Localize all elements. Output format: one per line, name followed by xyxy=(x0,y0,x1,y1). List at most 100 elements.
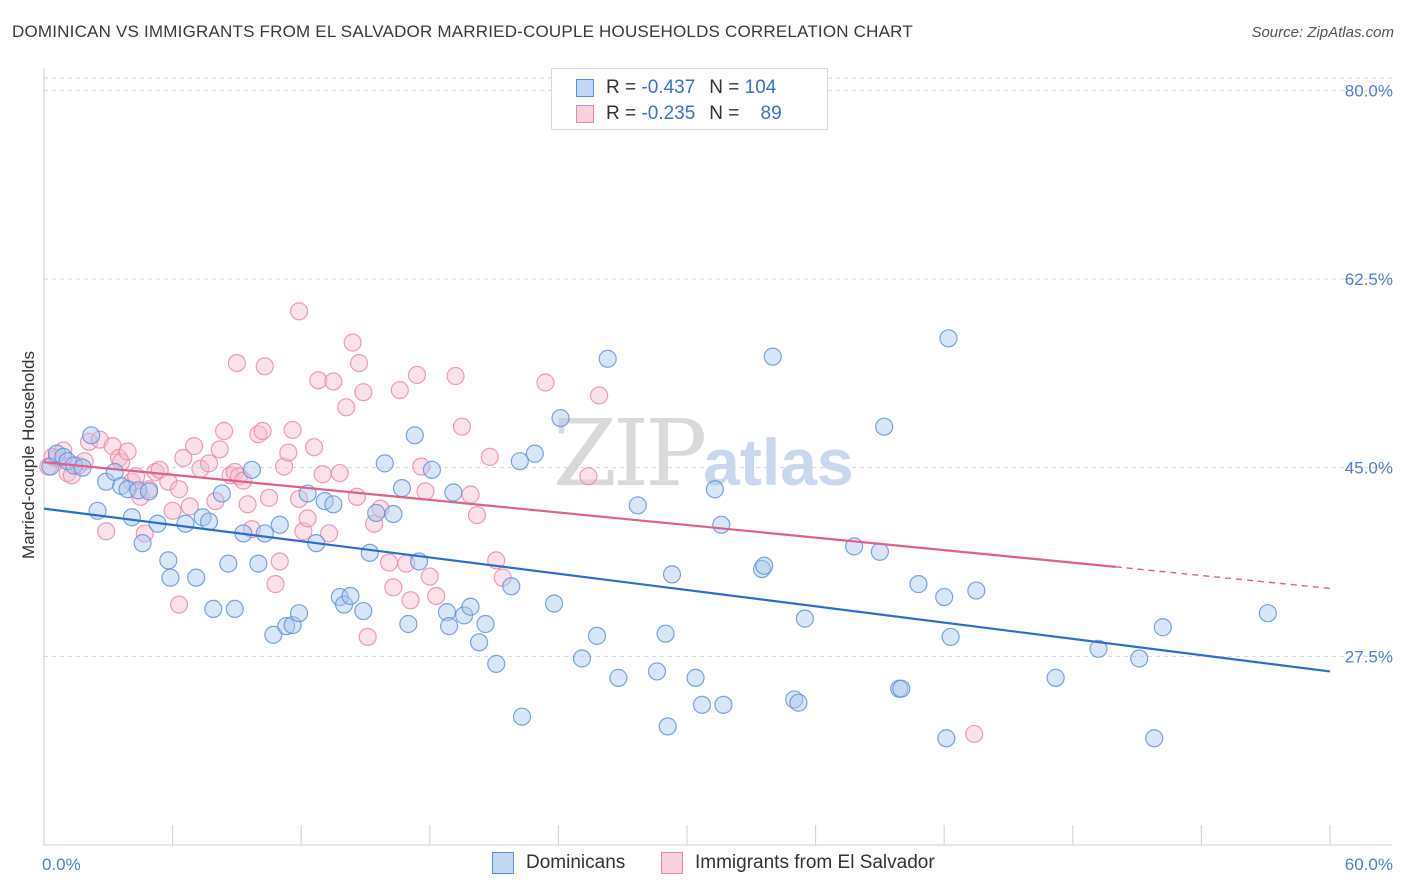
point-dominicans xyxy=(598,349,617,368)
point-dominicans xyxy=(892,679,911,698)
point-dominicans xyxy=(82,426,101,445)
point-el-salvador xyxy=(420,567,439,586)
y-axis-title: Married-couple Households xyxy=(19,351,38,559)
point-dominicans xyxy=(212,484,231,503)
point-el-salvador xyxy=(180,497,199,516)
point-el-salvador xyxy=(270,552,289,571)
point-el-salvador xyxy=(337,398,356,417)
legend-r-value: -0.235 xyxy=(641,103,696,124)
legend-swatch-blue xyxy=(576,79,594,97)
point-dominicans xyxy=(1130,649,1149,668)
point-dominicans xyxy=(122,508,141,527)
point-el-salvador xyxy=(169,595,189,614)
point-el-salvador xyxy=(412,457,431,476)
point-dominicans xyxy=(133,534,152,553)
point-dominicans xyxy=(1145,729,1164,748)
y-tick-label: 45.0% xyxy=(1345,459,1393,478)
point-dominicans xyxy=(941,627,960,647)
point-dominicans xyxy=(1046,668,1065,687)
point-el-salvador xyxy=(97,522,116,541)
point-dominicans xyxy=(587,626,607,645)
point-el-salvador xyxy=(319,524,339,543)
point-dominicans xyxy=(512,707,532,726)
point-dominicans xyxy=(789,693,808,712)
point-el-salvador xyxy=(467,506,487,525)
point-el-salvador xyxy=(313,465,332,484)
y-tick-label: 27.5% xyxy=(1345,647,1393,666)
point-el-salvador xyxy=(214,421,234,441)
legend-n-value: 104 xyxy=(744,77,777,98)
point-el-salvador xyxy=(169,480,189,499)
point-dominicans xyxy=(341,586,360,606)
point-dominicans xyxy=(937,729,956,748)
x-tick-label: 0.0% xyxy=(42,855,81,874)
point-dominicans xyxy=(1153,618,1172,637)
trendline-el-salvador-extension xyxy=(1115,566,1331,590)
point-el-salvador xyxy=(347,487,367,506)
legend-item-dominicans[interactable]: Dominicans xyxy=(492,852,625,874)
point-dominicans xyxy=(712,515,731,534)
point-dominicans xyxy=(439,617,459,636)
point-dominicans xyxy=(255,524,274,543)
point-el-salvador xyxy=(427,586,446,606)
point-el-salvador xyxy=(480,447,499,466)
point-dominicans xyxy=(686,668,705,687)
point-dominicans xyxy=(656,624,675,643)
x-tick-label: 60.0% xyxy=(1345,855,1393,874)
point-dominicans xyxy=(502,577,521,596)
point-el-salvador xyxy=(452,417,472,436)
point-el-salvador xyxy=(118,442,137,461)
point-dominicans xyxy=(399,614,418,634)
legend-swatch-pink xyxy=(661,852,683,874)
point-dominicans xyxy=(204,599,223,619)
point-el-salvador xyxy=(364,514,384,533)
point-el-salvador xyxy=(283,420,302,440)
point-dominicans xyxy=(647,662,667,681)
legend-row-dominicans: R = -0.437 N = 104 xyxy=(576,77,776,99)
legend-n-value: 89 xyxy=(760,103,782,124)
y-tick-label: 62.5% xyxy=(1345,270,1393,289)
point-dominicans xyxy=(461,597,480,616)
point-dominicans xyxy=(375,454,394,473)
point-el-salvador xyxy=(536,373,555,392)
point-el-salvador xyxy=(199,454,219,473)
point-dominicans xyxy=(795,609,814,628)
point-dominicans xyxy=(1258,604,1277,623)
point-dominicans xyxy=(187,568,206,587)
legend-label-el-salvador: Immigrants from El Salvador xyxy=(695,852,935,873)
point-el-salvador xyxy=(184,437,204,456)
point-el-salvador xyxy=(289,302,309,321)
legend-item-el-salvador[interactable]: Immigrants from El Salvador xyxy=(661,852,935,874)
legend-n-label: N = xyxy=(709,103,740,124)
point-dominicans xyxy=(289,604,309,623)
point-dominicans xyxy=(367,503,386,523)
point-el-salvador xyxy=(259,488,279,507)
point-dominicans xyxy=(870,542,890,561)
point-dominicans xyxy=(875,417,894,436)
point-el-salvador xyxy=(390,380,409,400)
trendline-dominicans xyxy=(43,507,1331,673)
point-dominicans xyxy=(422,460,442,479)
point-dominicans xyxy=(510,452,529,471)
point-dominicans xyxy=(242,460,262,479)
point-dominicans xyxy=(277,617,296,636)
point-dominicans xyxy=(392,479,412,498)
point-dominicans xyxy=(752,559,772,579)
legend-r-label: R = xyxy=(606,103,637,124)
point-dominicans xyxy=(1089,639,1108,658)
point-el-salvador xyxy=(407,365,427,385)
point-dominicans xyxy=(161,568,180,587)
point-el-salvador xyxy=(358,627,377,647)
point-el-salvador xyxy=(206,491,225,511)
point-dominicans xyxy=(225,599,244,619)
point-el-salvador xyxy=(253,421,272,441)
point-dominicans xyxy=(658,717,677,736)
legend-n-label: N = xyxy=(709,77,740,98)
point-dominicans xyxy=(405,426,424,445)
point-el-salvador xyxy=(238,495,257,514)
chart-title: DOMINICAN VS IMMIGRANTS FROM EL SALVADOR… xyxy=(12,22,913,41)
point-el-salvador xyxy=(289,489,309,509)
legend-label-dominicans: Dominicans xyxy=(526,852,626,873)
point-dominicans xyxy=(967,581,986,600)
